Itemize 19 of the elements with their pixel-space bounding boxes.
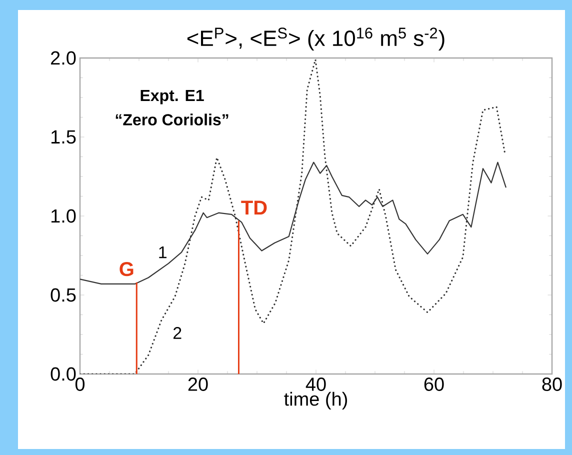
y-tick-label: 0.0: [50, 367, 76, 381]
y-tick-label: 1.5: [52, 130, 76, 144]
annotation: G: [120, 262, 134, 276]
series-label: 1: [159, 246, 166, 258]
annotation: “Zero Coriolis”: [116, 114, 228, 126]
x-tick-label: 20: [188, 378, 208, 391]
x-tick-label: 60: [424, 378, 444, 391]
series-label: 2: [173, 326, 182, 339]
y-tick-label: 2.0: [51, 51, 76, 65]
chart-title: <E$^{P}$>, <E$^{S}$> (x 10$^{16}$ m$^{5}$ s$^{-2}$): [187, 28, 444, 50]
y-tick-label: 1.0: [52, 209, 76, 223]
annotation: Expt. E1: [140, 90, 204, 104]
x-tick-label: 40: [306, 378, 326, 391]
y-tick-label: 0.5: [50, 288, 76, 302]
line-series: [80, 58, 506, 374]
x-tick-label: 0: [75, 378, 85, 391]
x-axis-title: time (h): [284, 392, 347, 410]
annotation: TD: [241, 200, 267, 215]
x-tick-label: 80: [542, 378, 562, 391]
